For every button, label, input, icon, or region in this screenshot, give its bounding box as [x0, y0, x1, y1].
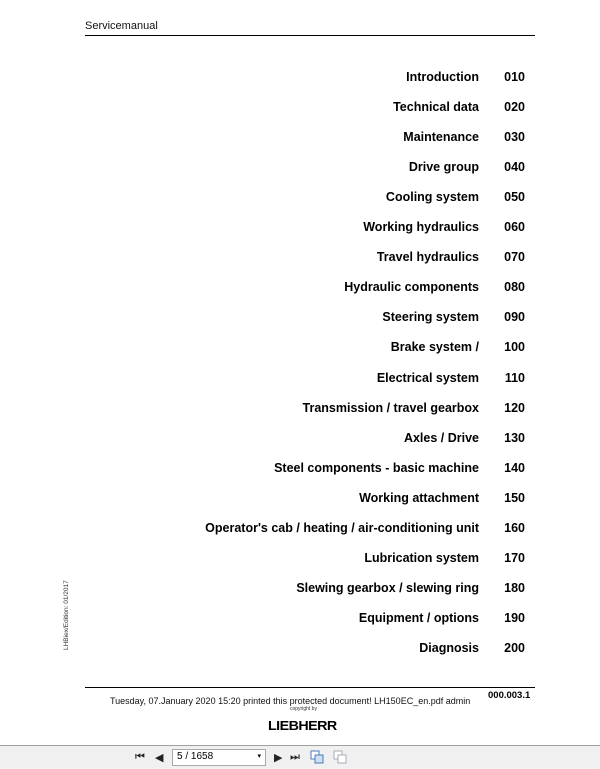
toc-number: 190 [504, 610, 525, 625]
toc-row[interactable]: Slewing gearbox / slewing ring 180 [85, 581, 525, 597]
toc-title: Working hydraulics [363, 220, 479, 235]
next-page-button[interactable]: ▶ [274, 752, 283, 764]
footer-copyright: copyright by [290, 706, 317, 712]
toc-title: Introduction [406, 70, 479, 84]
footer-divider [85, 687, 535, 688]
footer-page-code: 000.003.1 [488, 690, 531, 701]
toc-title: Steering system [382, 310, 479, 325]
toc-number: 010 [504, 70, 525, 84]
toc-row[interactable]: Hydraulic components 080 [85, 280, 525, 296]
toc-row[interactable]: Working attachment 150 [85, 491, 525, 507]
toc-row[interactable]: Transmission / travel gearbox 120 [85, 401, 525, 417]
header-title: Servicemanual [85, 20, 158, 32]
toc-title: Maintenance [403, 130, 479, 145]
toc-row[interactable]: Maintenance 030 [85, 130, 525, 146]
toc-number: 110 [504, 370, 525, 385]
toc-row[interactable]: Steering system 090 [85, 310, 525, 326]
toc-number: 150 [504, 490, 525, 505]
chevron-down-icon: ▾ [257, 753, 261, 760]
toc-row[interactable]: Cooling system 050 [85, 190, 525, 206]
toc-number: 100 [504, 340, 525, 355]
toc-row[interactable]: Introduction 010 [85, 70, 525, 86]
copy-page-icon[interactable] [310, 750, 324, 764]
toc-row[interactable]: Travel hydraulics 070 [85, 250, 525, 266]
toc-title: Hydraulic components [344, 280, 479, 295]
toc-number: 040 [504, 160, 525, 175]
edition-text: LHBiex/Edition: 01/2017 [63, 580, 70, 650]
toc-title: Diagnosis [419, 640, 479, 655]
toc-number: 050 [504, 190, 525, 205]
toc-number: 170 [504, 550, 525, 565]
toc-title: Axles / Drive [403, 430, 479, 445]
first-page-button[interactable]: ⏮ [135, 751, 145, 763]
pdf-toolbar: ⏮ ◀ 5 / 1658 ▾ ▶ ⏭ [0, 745, 600, 769]
toc-title: Travel hydraulics [376, 250, 479, 265]
toc-title: Lubrication system [364, 550, 479, 565]
toc-title: Slewing gearbox / slewing ring [296, 580, 479, 595]
page-number-value: 5 / 1658 [177, 751, 214, 762]
toc-title: Equipment / options [358, 610, 479, 625]
toc-row[interactable]: Steel components - basic machine 140 [85, 461, 525, 477]
pdf-page: Servicemanual Introduction 010 Technical d… [63, 20, 535, 733]
toc-row[interactable]: Diagnosis 200 [85, 641, 525, 657]
liebherr-logo: LIEBHERR [268, 718, 337, 733]
toc-row[interactable]: Drive group 040 [85, 160, 525, 176]
toc-number: 160 [504, 520, 525, 535]
toc-row[interactable]: Equipment / options 190 [85, 611, 525, 627]
toc-title: Working attachment [359, 490, 479, 505]
toc-title: Brake system / [390, 340, 479, 355]
toc-title: Technical data [393, 100, 479, 115]
toc-row[interactable]: Working hydraulics 060 [85, 220, 525, 236]
previous-page-button[interactable]: ◀ [155, 752, 164, 764]
toc-row[interactable]: Technical data 020 [85, 100, 525, 116]
toc-title: Operator's cab / heating / air-condition… [205, 520, 479, 535]
toc-number: 070 [504, 250, 525, 265]
toc-row[interactable]: Electrical system 110 [85, 371, 525, 387]
paste-page-icon[interactable] [333, 750, 347, 764]
toc-row[interactable]: Operator's cab / heating / air-condition… [85, 521, 525, 537]
toc-number: 060 [504, 220, 525, 235]
toc-title: Electrical system [376, 370, 479, 385]
toc-title: Drive group [408, 160, 479, 175]
toc-number: 090 [504, 310, 525, 325]
toc-row[interactable]: Axles / Drive 130 [85, 431, 525, 447]
toc-row[interactable]: Brake system / 100 [85, 340, 525, 356]
toc-number: 030 [504, 130, 525, 145]
page-number-select[interactable]: 5 / 1658 ▾ [172, 749, 266, 766]
last-page-button[interactable]: ⏭ [290, 751, 300, 763]
header-divider [85, 35, 535, 36]
toc-number: 200 [504, 640, 525, 655]
toc-number: 080 [504, 280, 525, 295]
toc-title: Steel components - basic machine [274, 460, 479, 475]
toc-row[interactable]: Lubrication system 170 [85, 551, 525, 567]
toc-number: 130 [504, 430, 525, 445]
toc-title: Cooling system [385, 190, 479, 205]
toc-number: 120 [504, 400, 525, 415]
footer-printed-text: Tuesday, 07.January 2020 15:20 printed t… [110, 696, 471, 706]
toc-title: Transmission / travel gearbox [302, 400, 479, 415]
toc-number: 180 [504, 580, 525, 595]
toc-number: 020 [504, 100, 525, 115]
toc-number: 140 [504, 460, 525, 475]
